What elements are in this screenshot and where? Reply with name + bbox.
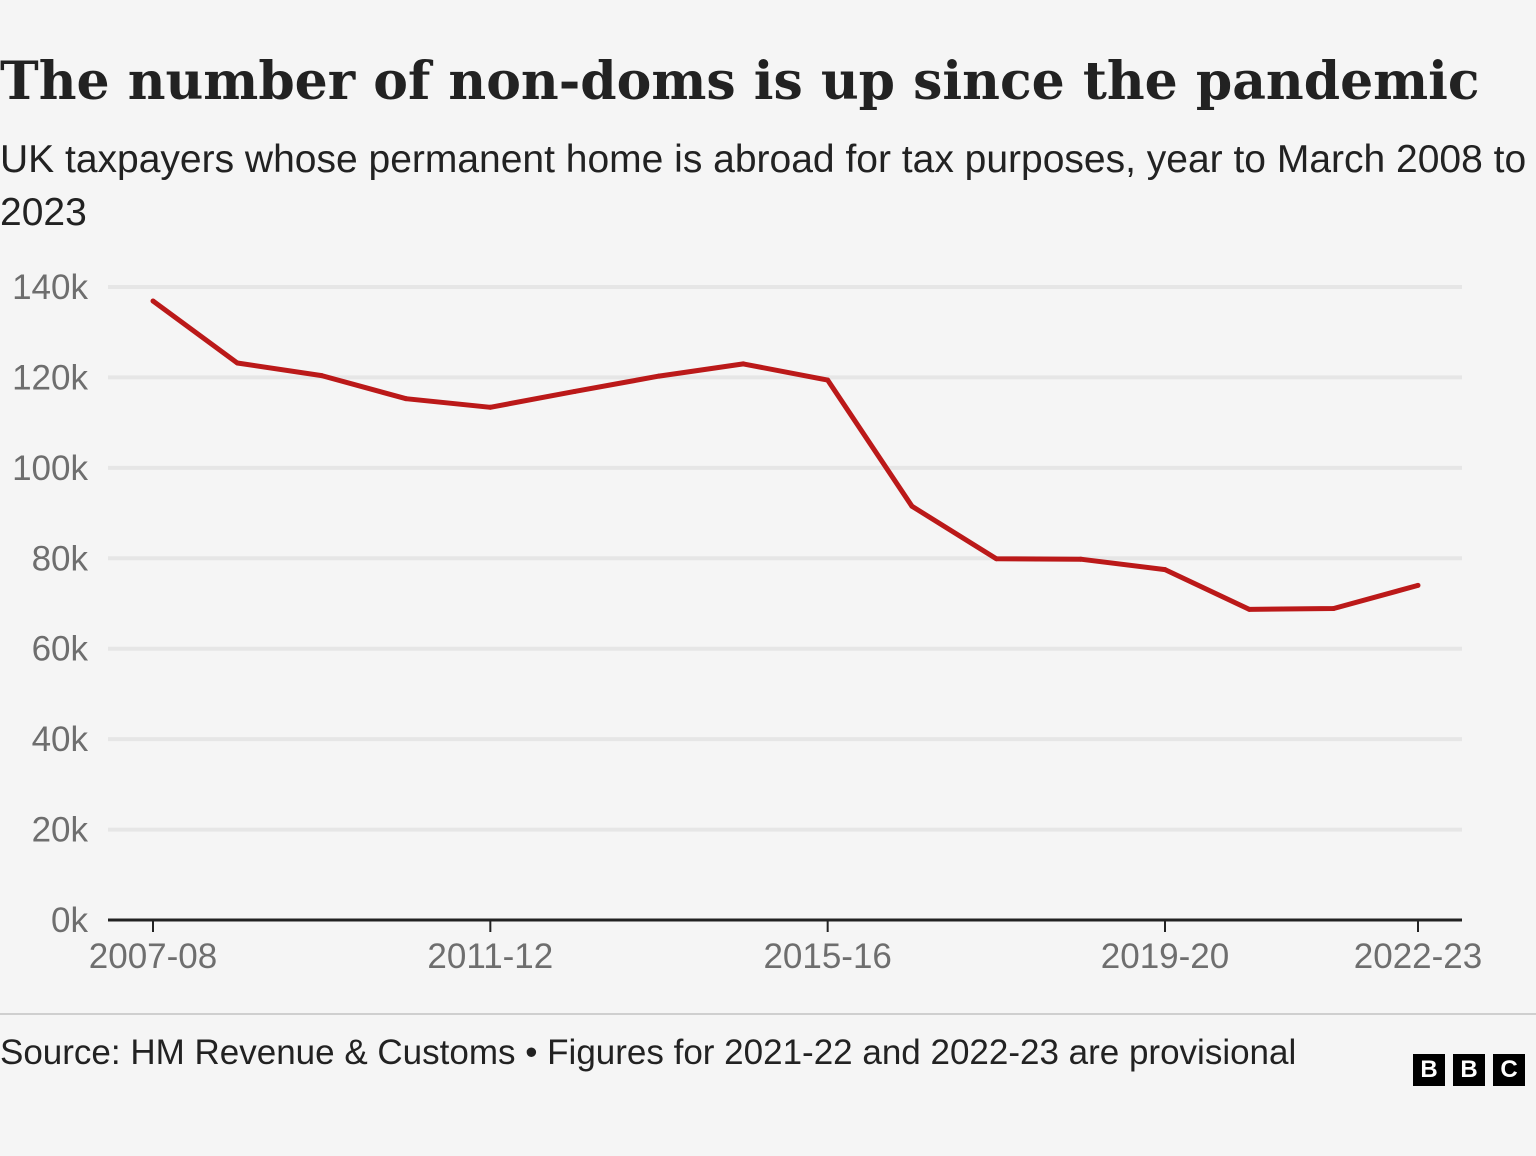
data-point-2018-19 [1078,556,1084,562]
data-point-2014-15 [740,361,746,367]
x-axis-ticks: 2007-08 2011-12 2015-16 2019-20 2022-23 [89,920,1482,976]
logo-letter-c: C [1493,1054,1525,1086]
chart-subtitle: UK taxpayers whose permanent home is abr… [0,138,1527,234]
data-point-2015-16 [825,377,831,383]
data-point-2008-09 [234,360,240,366]
chart-title: The number of non-doms is up since the p… [0,51,1480,112]
y-tick-label: 120k [12,358,88,397]
gridlines [108,285,1462,832]
data-point-2020-21 [1246,606,1252,612]
logo-letter-b2: B [1453,1054,1485,1086]
line-chart: 0k 20k 40k 60k 80k 100k 120k 140k 2007-08 2011-1… [12,268,1482,976]
y-tick-label: 0k [51,901,88,940]
data-point-2016-17 [909,503,915,509]
data-point-2017-18 [993,556,999,562]
data-point-2019-20 [1162,567,1168,573]
x-tick-label: 2011-12 [427,937,553,976]
logo-letter-b1: B [1413,1054,1445,1086]
source-note: Source: HM Revenue & Customs • Figures f… [0,1033,1297,1072]
data-point-2013-14 [656,373,662,379]
y-tick-label: 40k [32,720,89,759]
bbc-logo: B B C [1413,1054,1525,1086]
data-point-2009-10 [319,373,325,379]
footer-divider [0,1013,1536,1015]
data-point-2011-12 [487,404,493,410]
y-tick-label: 80k [32,539,89,578]
x-tick-label: 2015-16 [763,937,891,976]
y-tick-label: 140k [12,268,88,307]
y-axis-ticks: 0k 20k 40k 60k 80k 100k 120k 140k [12,268,88,940]
y-tick-label: 60k [32,630,89,669]
series [150,298,1421,612]
data-point-2007-08 [150,298,156,304]
y-tick-label: 20k [32,811,89,850]
x-tick-label: 2019-20 [1101,937,1229,976]
data-point-2021-22 [1331,605,1337,611]
x-tick-label: 2022-23 [1354,937,1482,976]
x-tick-label: 2007-08 [89,937,217,976]
data-point-2010-11 [403,396,409,402]
y-tick-label: 100k [12,449,88,488]
data-point-2022-23 [1415,582,1421,588]
data-point-2012-13 [572,388,578,394]
series-line [151,298,1419,612]
